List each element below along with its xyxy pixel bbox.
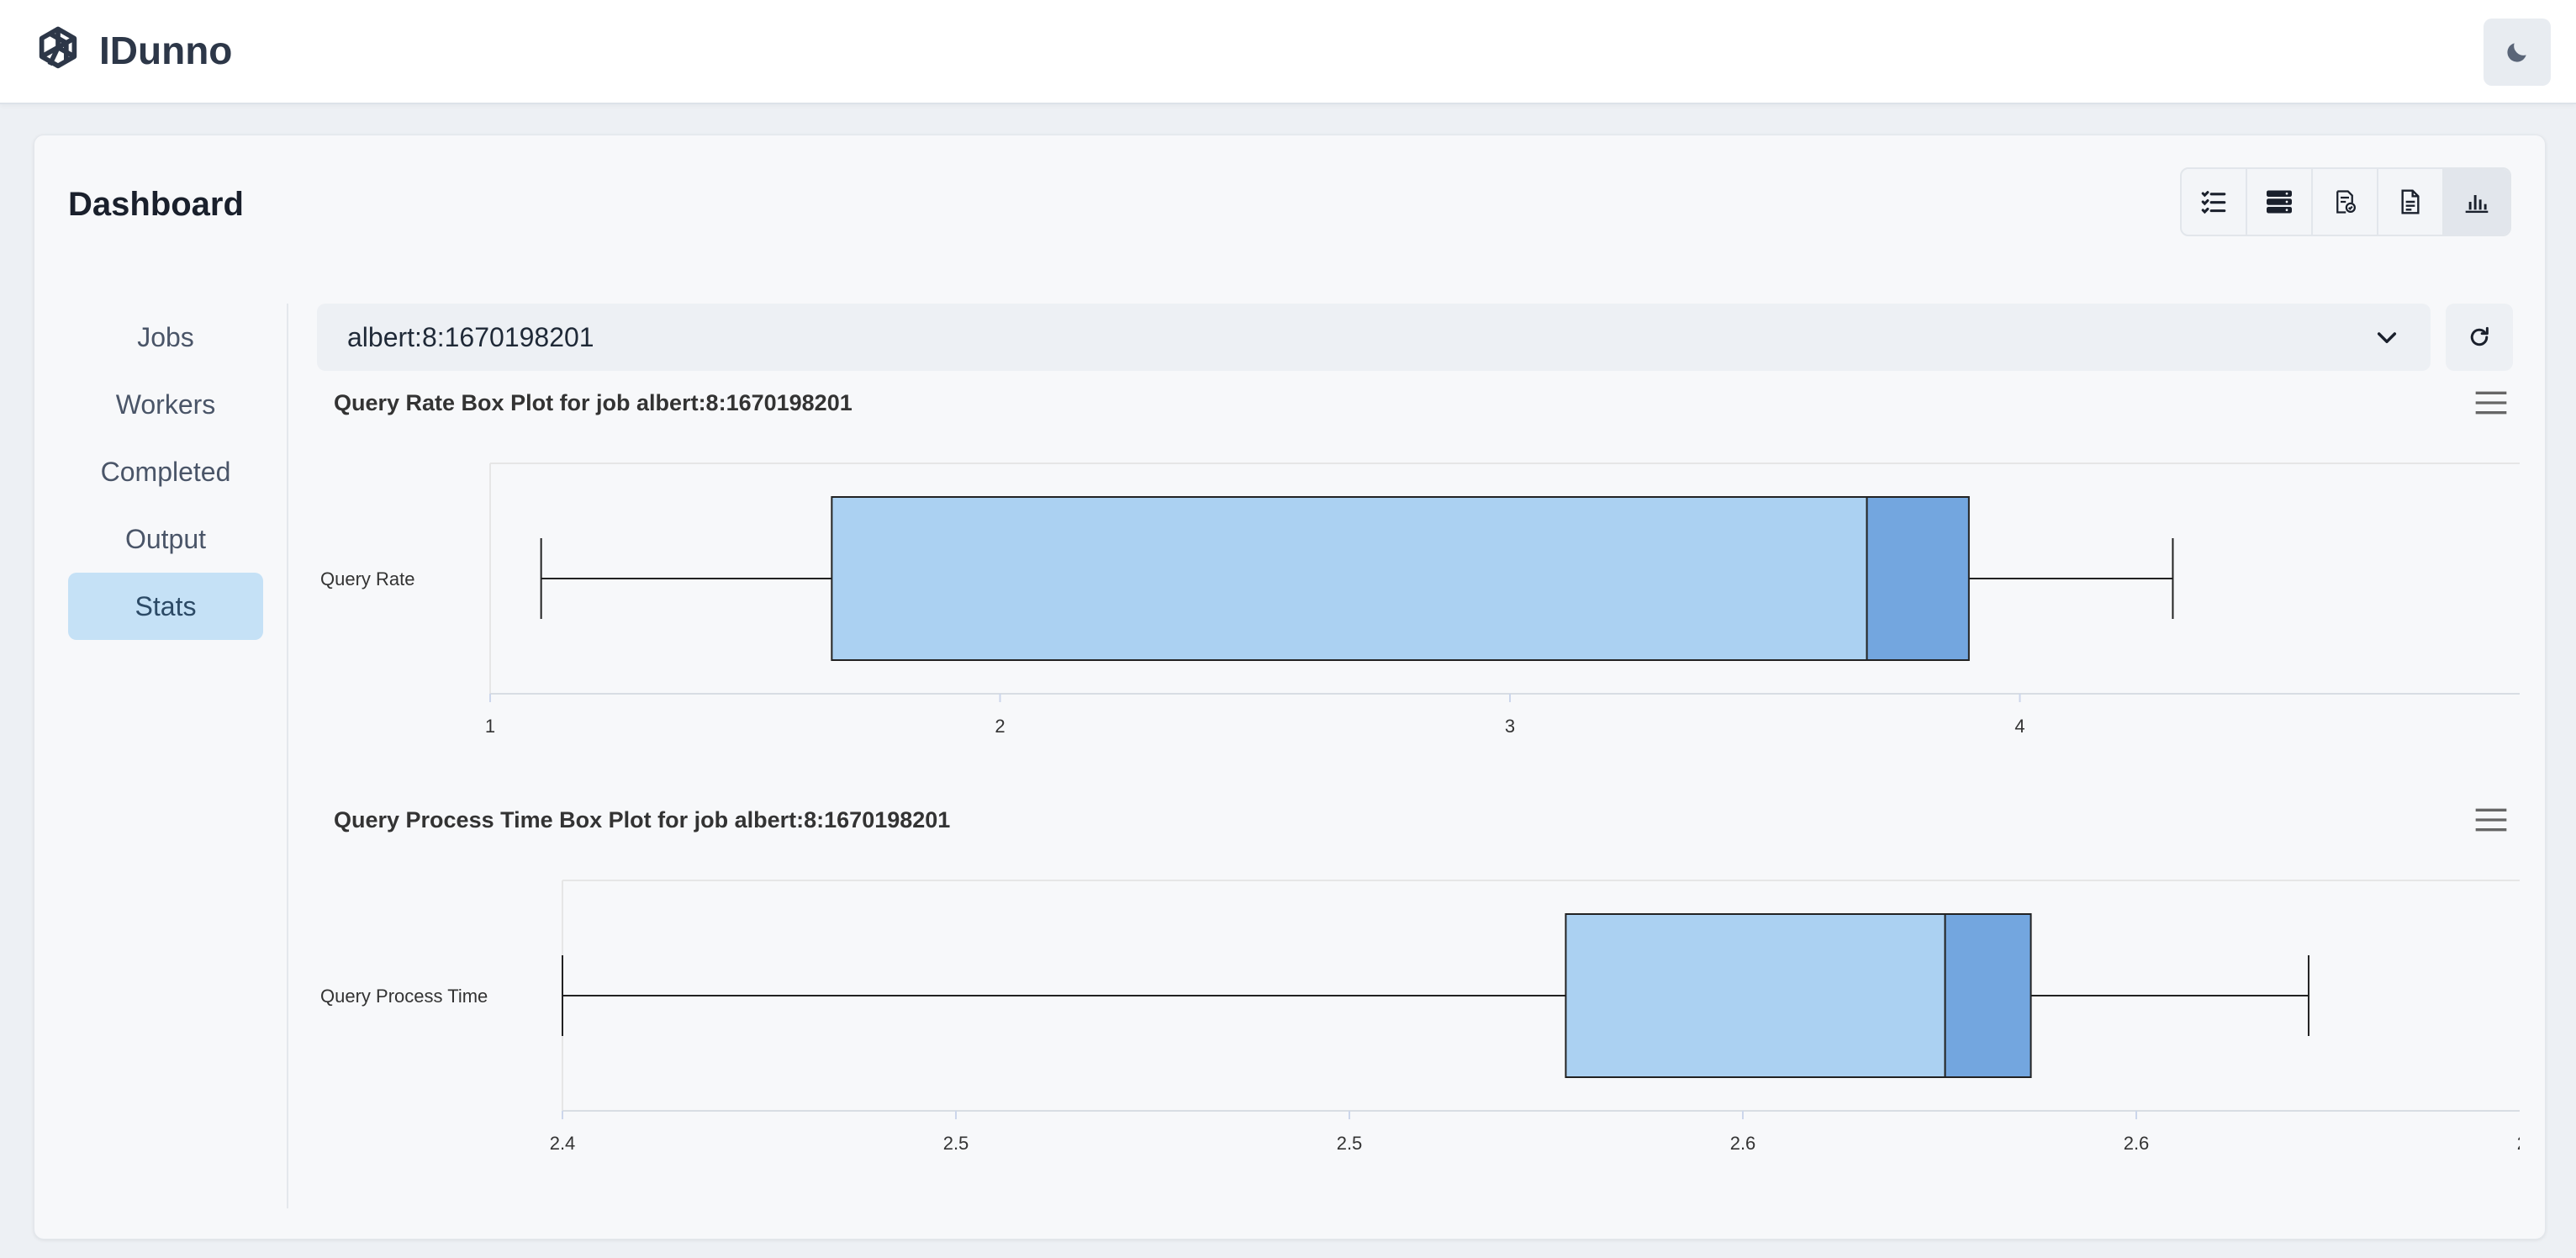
category-label: Query Process Time [320,986,488,1007]
bar-chart-icon [2465,195,2489,214]
moon-icon [2507,43,2526,62]
x-tick-label: 2.6 [2124,1133,2150,1154]
hamburger-menu-icon[interactable] [2474,806,2508,833]
job-select-value: albert:8:1670198201 [347,321,594,352]
x-tick-label: 2.6 [2517,1133,2520,1154]
sidebar-item-jobs[interactable]: Jobs [137,321,194,352]
server-icon [2267,190,2292,214]
output-view-button[interactable] [2378,169,2444,235]
x-tick-label: 2.6 [1730,1133,1756,1154]
app-header: IDunno [0,0,2576,104]
x-tick-label: 2 [995,716,1005,737]
sidebar-nav: Jobs Workers Completed Output Stats [68,304,263,640]
boxplot-svg: Query Process Time 2.4 2.5 2.5 2.6 2.6 2.6 [320,880,2520,1154]
x-tick-label: 4 [2014,716,2024,737]
x-tick-label: 1 [485,716,495,737]
hamburger-menu-icon[interactable] [2474,389,2508,416]
box-upper-half [1866,496,1970,661]
box-lower-half [831,496,1868,661]
box-lower-half [1565,913,1946,1078]
theme-toggle-button[interactable] [2484,18,2551,86]
checklist-icon [2201,191,2226,214]
refresh-icon [2470,326,2489,346]
view-toolbar [2180,167,2511,236]
chevron-down-icon [2377,332,2397,344]
openai-knot-logo [39,26,77,69]
query-rate-chart: Query Rate Box Plot for job albert:8:167… [317,386,2520,891]
x-tick-label: 3 [1505,716,1515,737]
sidebar-item-output[interactable]: Output [124,523,207,554]
x-tick-label: 2.4 [550,1133,576,1154]
refresh-button[interactable] [2446,304,2513,371]
chart-title: Query Process Time Box Plot for job albe… [334,807,951,832]
jobs-view-button[interactable] [2182,169,2247,235]
sidebar-item-stats[interactable]: Stats [68,573,263,640]
completed-view-button[interactable] [2313,169,2378,235]
box-upper-half [1944,913,2032,1078]
job-select[interactable]: albert:8:1670198201 [317,304,2431,371]
document-text-icon [2401,189,2420,214]
stats-view-button[interactable] [2444,169,2510,235]
page-title: Dashboard [68,186,244,223]
sidebar-item-completed[interactable]: Completed [100,456,231,487]
dashboard-card: Dashboard [34,135,2546,1240]
sidebar-divider [287,304,288,1208]
x-tick-label: 2.5 [1337,1133,1363,1154]
category-label: Query Rate [320,568,415,589]
x-tick-label: 2.5 [943,1133,969,1154]
workers-view-button[interactable] [2247,169,2313,235]
app-title: IDunno [99,29,233,72]
document-check-icon [2336,190,2356,214]
chart-title: Query Rate Box Plot for job albert:8:167… [334,390,853,415]
boxplot-svg: Query Rate12345 [320,462,2520,737]
query-process-time-chart: Query Process Time Box Plot for job albe… [317,803,2520,1224]
sidebar-item-workers[interactable]: Workers [115,388,216,420]
